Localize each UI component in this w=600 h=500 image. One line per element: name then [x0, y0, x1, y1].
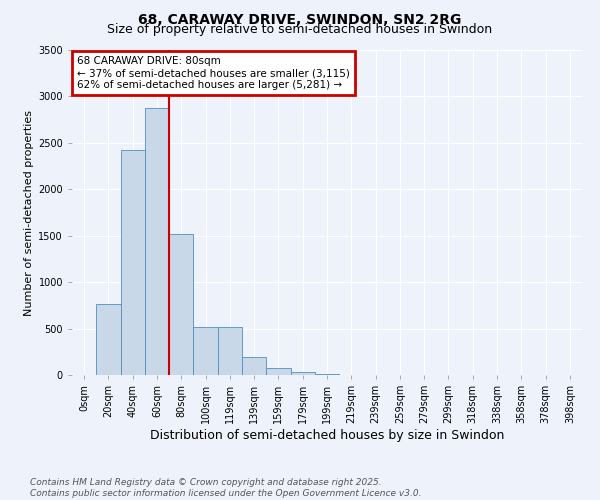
- Bar: [96, 304, 121, 375]
- Text: 68 CARAWAY DRIVE: 80sqm
← 37% of semi-detached houses are smaller (3,115)
62% of: 68 CARAWAY DRIVE: 80sqm ← 37% of semi-de…: [77, 56, 350, 90]
- Y-axis label: Number of semi-detached properties: Number of semi-detached properties: [24, 110, 34, 316]
- Bar: [315, 374, 339, 375]
- Bar: [193, 326, 218, 375]
- Bar: [169, 234, 193, 375]
- Text: Contains HM Land Registry data © Crown copyright and database right 2025.
Contai: Contains HM Land Registry data © Crown c…: [30, 478, 421, 498]
- X-axis label: Distribution of semi-detached houses by size in Swindon: Distribution of semi-detached houses by …: [150, 429, 504, 442]
- Bar: [218, 326, 242, 375]
- Bar: [145, 108, 169, 375]
- Bar: [242, 358, 266, 375]
- Text: 68, CARAWAY DRIVE, SWINDON, SN2 2RG: 68, CARAWAY DRIVE, SWINDON, SN2 2RG: [139, 12, 461, 26]
- Text: Size of property relative to semi-detached houses in Swindon: Size of property relative to semi-detach…: [107, 22, 493, 36]
- Bar: [121, 150, 145, 375]
- Bar: [290, 372, 315, 375]
- Bar: [266, 368, 290, 375]
